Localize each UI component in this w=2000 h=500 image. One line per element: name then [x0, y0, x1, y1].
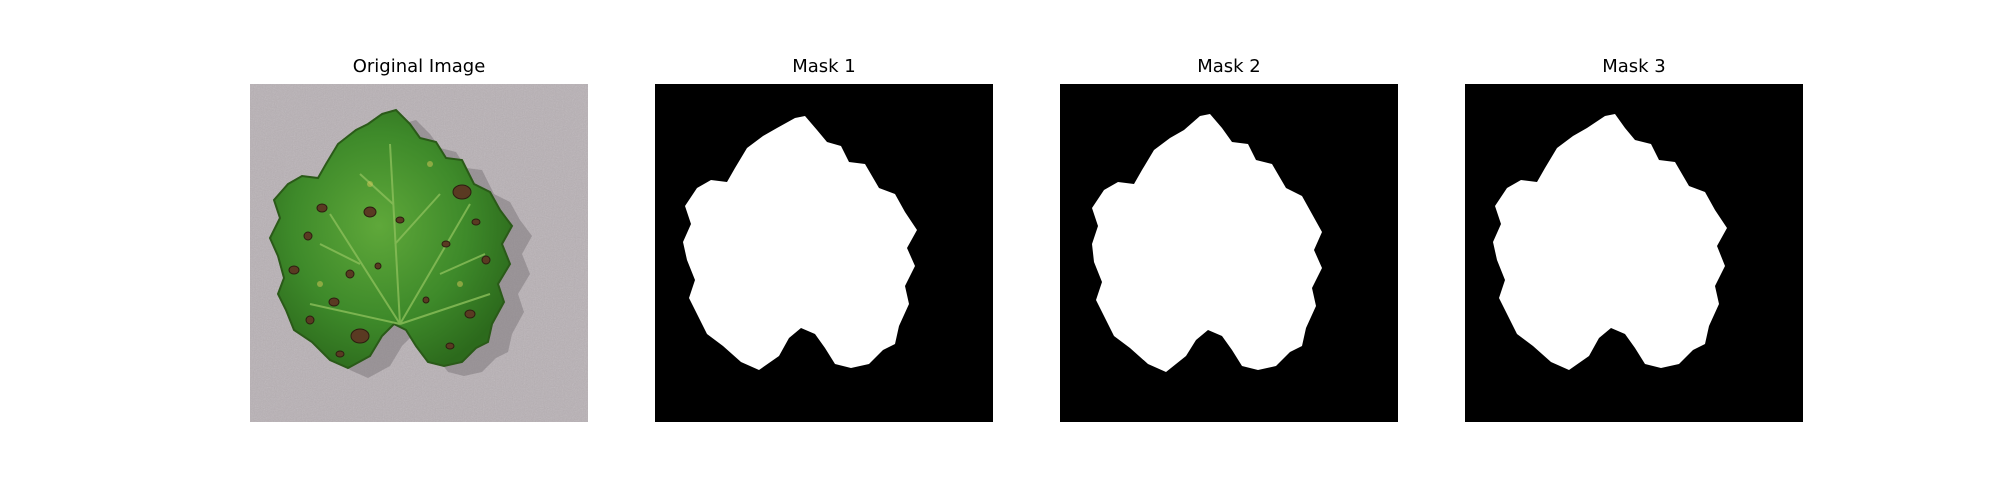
segmentation-mask-icon	[1060, 84, 1398, 422]
mask-image	[1060, 84, 1398, 422]
panel-title: Original Image	[352, 56, 486, 77]
segmentation-mask-icon	[1465, 84, 1803, 422]
segmentation-mask-icon	[655, 84, 993, 422]
original-image	[250, 84, 588, 422]
mask-image	[655, 84, 993, 422]
panel-title: Mask 1	[792, 56, 856, 77]
leaf-photo-icon	[250, 84, 588, 422]
mask-image	[1465, 84, 1803, 422]
panel-title: Mask 2	[1197, 56, 1261, 77]
panel-title: Mask 3	[1602, 56, 1666, 77]
